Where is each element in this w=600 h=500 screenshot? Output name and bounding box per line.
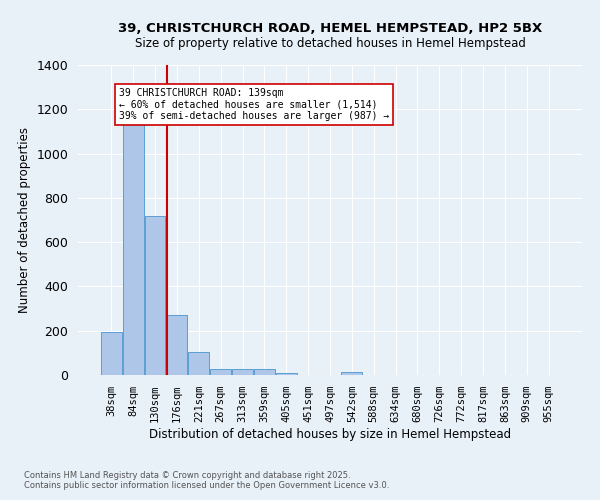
- Text: 39, CHRISTCHURCH ROAD, HEMEL HEMPSTEAD, HP2 5BX: 39, CHRISTCHURCH ROAD, HEMEL HEMPSTEAD, …: [118, 22, 542, 36]
- Text: Contains HM Land Registry data © Crown copyright and database right 2025.: Contains HM Land Registry data © Crown c…: [24, 471, 350, 480]
- X-axis label: Distribution of detached houses by size in Hemel Hempstead: Distribution of detached houses by size …: [149, 428, 511, 441]
- Bar: [101, 332, 122, 375]
- Bar: [167, 315, 187, 375]
- Bar: [232, 370, 253, 375]
- Text: Contains public sector information licensed under the Open Government Licence v3: Contains public sector information licen…: [24, 481, 389, 490]
- Bar: [276, 373, 296, 375]
- Bar: [123, 114, 143, 375]
- Bar: [210, 369, 231, 375]
- Y-axis label: Number of detached properties: Number of detached properties: [18, 127, 31, 313]
- Bar: [145, 216, 166, 375]
- Bar: [254, 369, 275, 375]
- Text: 39 CHRISTCHURCH ROAD: 139sqm
← 60% of detached houses are smaller (1,514)
39% of: 39 CHRISTCHURCH ROAD: 139sqm ← 60% of de…: [119, 88, 389, 122]
- Text: Size of property relative to detached houses in Hemel Hempstead: Size of property relative to detached ho…: [134, 38, 526, 51]
- Bar: [341, 372, 362, 375]
- Bar: [188, 352, 209, 375]
